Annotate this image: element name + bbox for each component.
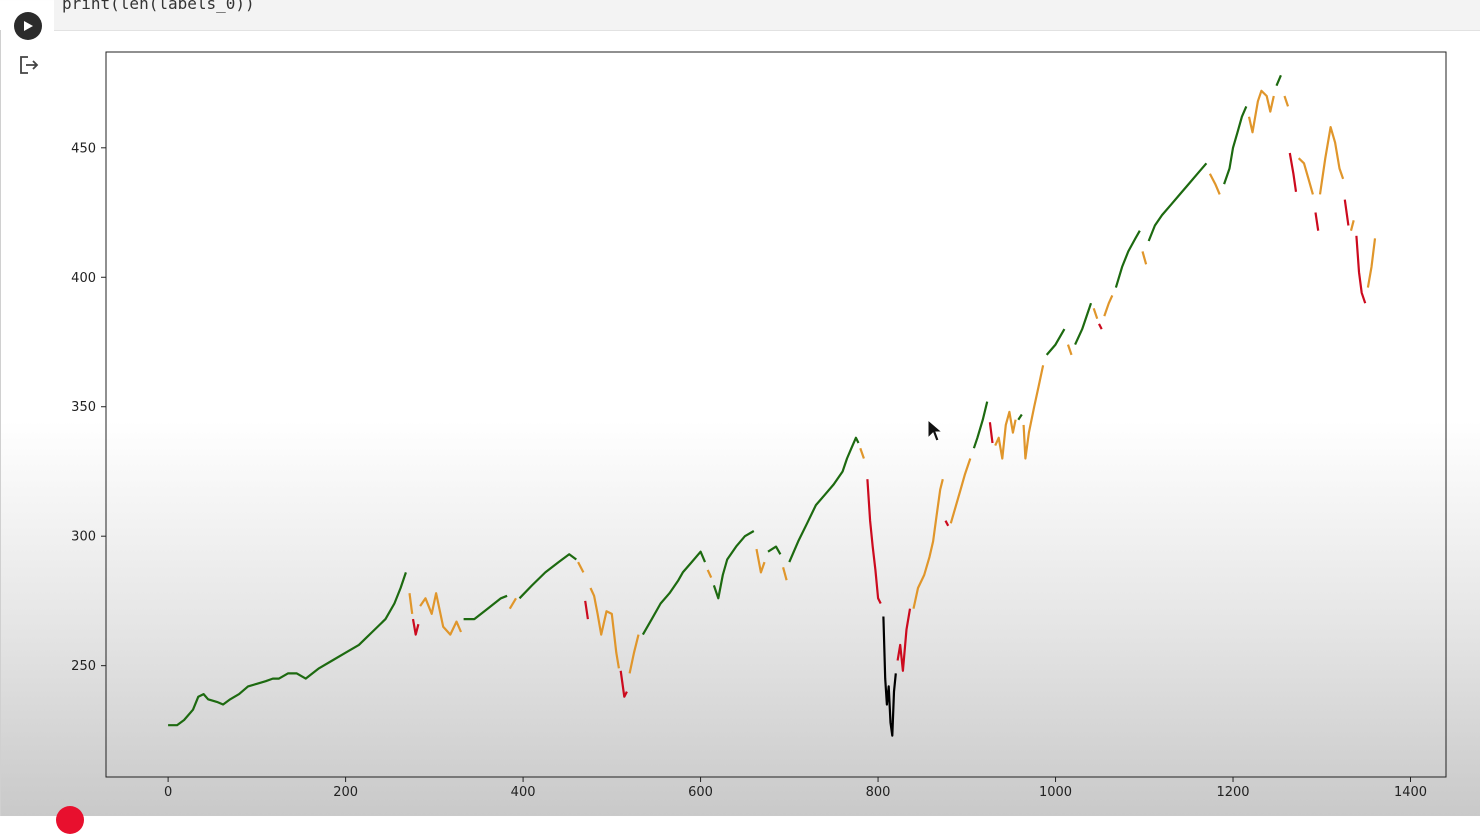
- series-segment-green: [1045, 328, 1066, 356]
- plot-area: [105, 51, 1447, 778]
- price-chart: 0 200 400 600 800 1000 1200 1400 250 300 350 400 45…: [71, 51, 1447, 800]
- series-segment-orange: [589, 587, 620, 669]
- series-segment-green: [1147, 162, 1208, 242]
- x-tick-label: 400: [511, 785, 536, 800]
- series-segment-green: [1114, 230, 1141, 288]
- series-segment-green: [972, 401, 989, 449]
- series-segment-orange: [419, 592, 463, 636]
- y-tick-label: 350: [71, 400, 96, 415]
- series-segment-green: [1017, 413, 1023, 421]
- series-lines: [168, 74, 1377, 737]
- cell-border: [0, 30, 1, 816]
- series-segment-orange: [1283, 95, 1290, 107]
- series-segment-black: [882, 616, 897, 737]
- series-segment-orange: [508, 597, 517, 610]
- series-segment-orange: [1318, 125, 1345, 195]
- series-segment-orange: [755, 548, 766, 574]
- series-segment-orange: [1349, 220, 1355, 231]
- series-segment-orange: [1247, 89, 1275, 134]
- x-axis: 0 200 400 600 800 1000 1200 1400: [164, 777, 1427, 800]
- series-segment-green: [767, 545, 782, 555]
- series-segment-red: [866, 479, 882, 604]
- series-segment-green: [463, 594, 508, 621]
- series-segment-green: [788, 436, 860, 563]
- series-segment-red: [1288, 152, 1298, 192]
- series-segment-green: [1074, 302, 1093, 346]
- series-segment-green: [1223, 105, 1248, 185]
- y-tick-label: 450: [71, 141, 96, 156]
- play-icon: [24, 21, 33, 31]
- series-segment-orange: [1141, 251, 1148, 265]
- series-segment-orange: [1103, 294, 1114, 317]
- series-segment-green: [168, 572, 407, 727]
- series-segment-orange: [1066, 344, 1073, 356]
- series-segment-orange: [1297, 157, 1314, 195]
- series-segment-orange: [912, 478, 944, 609]
- series-segment-orange: [628, 634, 640, 674]
- series-segment-red: [1314, 212, 1320, 231]
- series-segment-green: [518, 553, 577, 600]
- series-segment-red: [944, 520, 950, 527]
- series-segment-red: [1098, 323, 1103, 330]
- series-segment-red: [619, 670, 628, 698]
- series-segment-orange: [408, 593, 414, 615]
- series-segment-orange: [706, 569, 713, 579]
- series-segment-green: [712, 530, 755, 600]
- series-segment-orange: [782, 567, 788, 581]
- y-tick-label: 250: [71, 659, 96, 674]
- output-arrow-icon[interactable]: [18, 54, 40, 76]
- x-tick-label: 1400: [1394, 785, 1427, 800]
- series-segment-red: [411, 618, 420, 636]
- series-segment-orange: [1366, 238, 1377, 288]
- series-segment-orange: [859, 447, 865, 459]
- series-segment-orange: [949, 458, 972, 524]
- x-tick-label: 200: [333, 785, 358, 800]
- x-tick-label: 800: [866, 785, 891, 800]
- record-indicator: [56, 806, 84, 834]
- series-segment-red: [896, 608, 912, 672]
- code-cell[interactable]: [54, 0, 1480, 31]
- x-tick-label: 600: [688, 785, 713, 800]
- series-segment-red: [1343, 199, 1350, 226]
- y-axis: 250 300 350 400 450: [71, 141, 106, 674]
- series-segment-red: [584, 600, 589, 620]
- x-tick-label: 1000: [1039, 785, 1072, 800]
- code-text[interactable]: print(len(labels_0)): [62, 0, 255, 13]
- series-segment-red: [988, 422, 994, 444]
- series-segment-orange: [994, 410, 1017, 460]
- series-segment-orange: [1022, 365, 1045, 460]
- series-segment-red: [1355, 235, 1367, 304]
- series-segment-green: [641, 550, 707, 636]
- y-tick-label: 400: [71, 271, 96, 286]
- series-segment-green: [1275, 74, 1282, 87]
- series-segment-orange: [1092, 307, 1099, 320]
- x-tick-label: 0: [164, 785, 172, 800]
- y-tick-label: 300: [71, 530, 96, 545]
- x-tick-label: 1200: [1216, 785, 1249, 800]
- run-cell-button[interactable]: [14, 12, 42, 40]
- series-segment-orange: [577, 561, 585, 573]
- series-segment-orange: [1208, 173, 1221, 195]
- mouse-cursor-icon: [927, 418, 944, 442]
